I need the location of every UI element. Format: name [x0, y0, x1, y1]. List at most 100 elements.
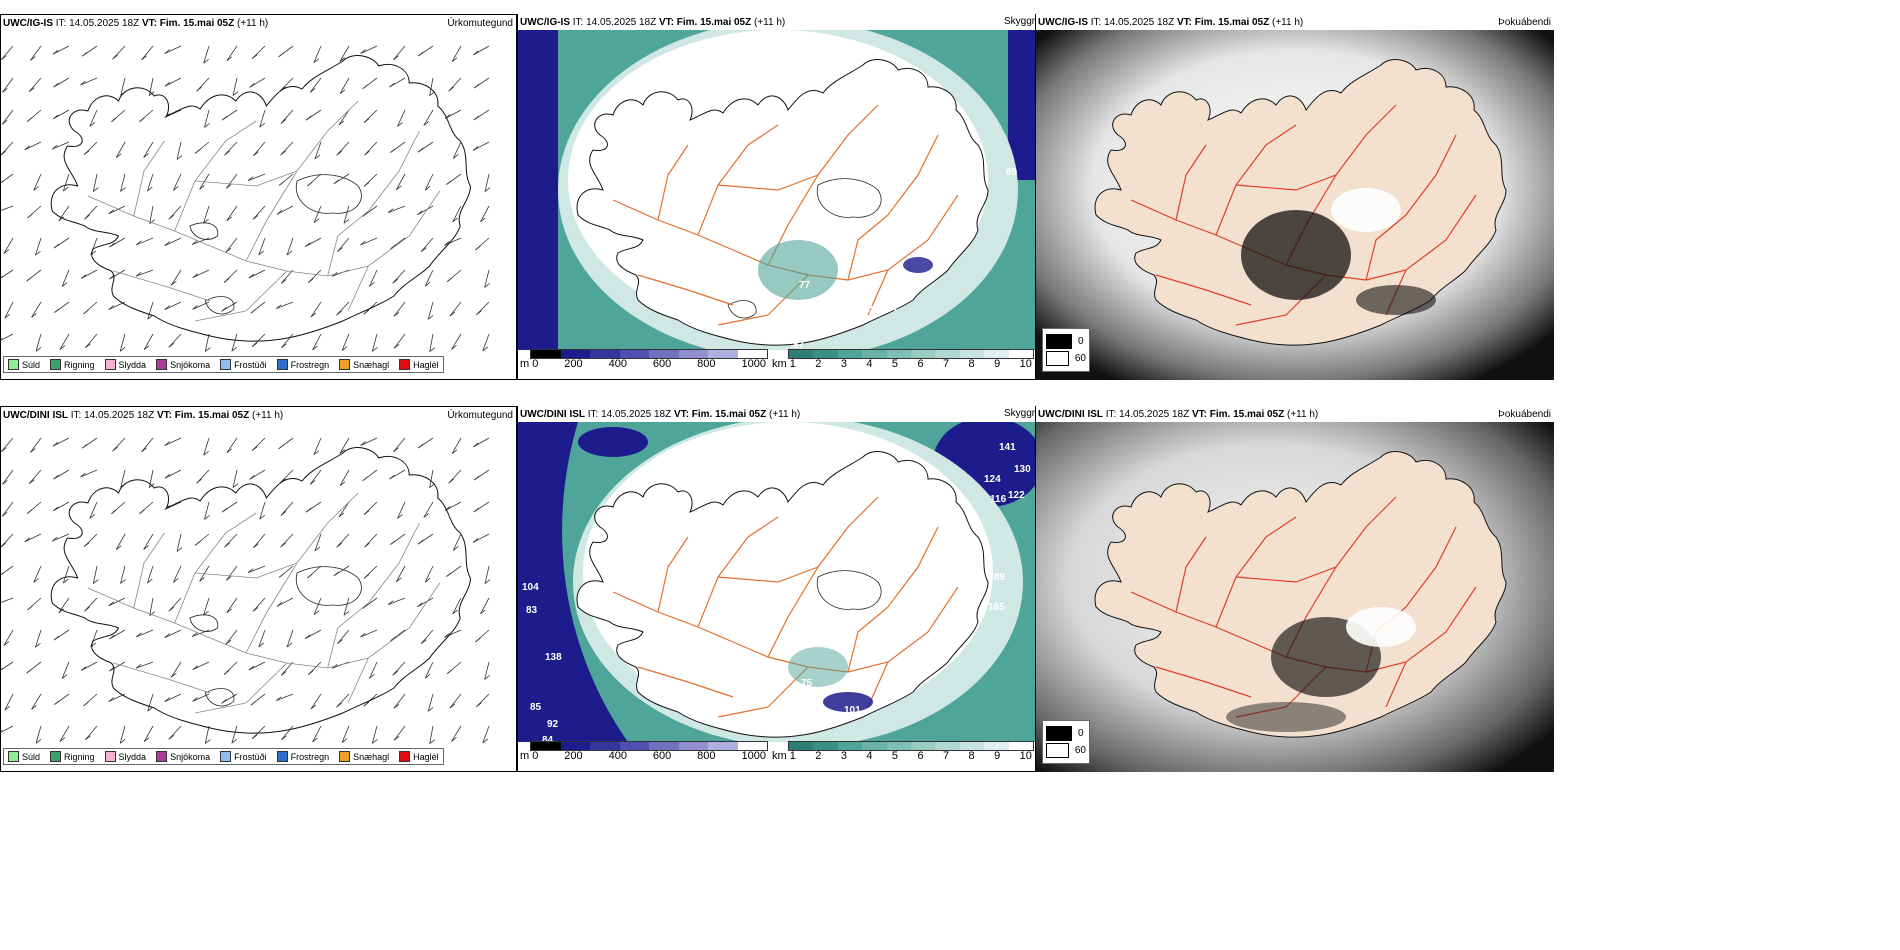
wind-barb-flag — [221, 307, 227, 312]
wind-barb-flag — [278, 52, 284, 58]
wind-barb-flag — [191, 240, 198, 245]
wind-barb-flag — [194, 541, 201, 546]
wind-barb-flag — [280, 671, 287, 676]
colorbar-tick: 7 — [943, 358, 950, 370]
wind-barb-flag — [147, 706, 153, 712]
wind-barb — [393, 333, 406, 349]
wind-barb — [146, 565, 154, 584]
wind-barb — [89, 109, 98, 127]
legend-swatch — [8, 751, 19, 762]
wind-barb — [28, 469, 42, 484]
wind-barb — [192, 661, 210, 671]
wind-barb-flag — [1, 275, 4, 279]
wind-barb-flag — [168, 734, 175, 740]
wind-barb — [259, 109, 266, 128]
legend-item: Slydda — [104, 751, 146, 762]
wind-barb-flag — [108, 305, 114, 310]
wind-barb-flag — [225, 576, 232, 581]
wind-barb-flag — [120, 579, 126, 584]
wind-barb — [192, 269, 210, 279]
wind-barb — [53, 501, 70, 512]
wind-barb-flag — [26, 276, 33, 282]
wind-barb — [232, 469, 238, 488]
colorbar-tick: 1000 — [741, 358, 766, 370]
wind-barb-flag — [312, 345, 318, 351]
wind-barb-flag — [164, 441, 170, 446]
wind-barb-flag — [476, 310, 482, 316]
wind-barb-flag — [147, 578, 153, 584]
wind-barb-flag — [89, 122, 96, 127]
precip-panel-row2: UWC/DINI ISL IT: 14.05.2025 18Z VT: Fim.… — [0, 406, 517, 772]
wind-barb — [452, 597, 462, 615]
wind-barb-flag — [389, 82, 395, 88]
wind-barb-flag — [226, 608, 232, 614]
wind-barb-flag — [120, 187, 126, 192]
wind-barb-flag — [93, 579, 99, 584]
visibility-panel-row2: UWC/DINI ISL IT: 14.05.2025 18Z VT: Fim.… — [517, 406, 1036, 772]
legend-item: Snjókoma — [156, 359, 210, 370]
wind-barb — [343, 205, 350, 224]
wind-barb — [360, 45, 378, 54]
wind-barb-flag — [276, 210, 283, 215]
wind-barb-flag — [26, 668, 33, 674]
visibility-value: 84 — [542, 735, 554, 746]
wind-barb-flag — [363, 182, 370, 187]
visibility-panel-row1: UWC/IG-IS IT: 14.05.2025 18Z VT: Fim. 15… — [517, 14, 1036, 380]
wind-barb — [305, 629, 322, 640]
visibility-value: 101 — [844, 705, 861, 716]
wind-barb — [33, 173, 42, 191]
wind-barb — [484, 661, 490, 680]
wind-barb-flag — [304, 634, 311, 639]
wind-barb-flag — [313, 610, 320, 615]
wind-barb-flag — [168, 342, 175, 348]
wind-barb — [1, 661, 14, 671]
wind-barb-flag — [314, 546, 321, 552]
wind-barb-flag — [80, 472, 86, 478]
wind-barb-flag — [472, 146, 479, 151]
panel-variable-label: Skyggni — [1004, 16, 1040, 27]
wind-barb-flag — [307, 278, 314, 284]
wind-barb — [192, 629, 210, 637]
legend-swatch — [339, 359, 351, 370]
wind-barb-flag — [164, 81, 171, 87]
wind-barb — [120, 565, 126, 584]
visibility-value: 124 — [984, 474, 1001, 485]
wind-barb-flag — [173, 577, 179, 583]
wind-barb — [164, 109, 182, 118]
wind-barb-flag — [31, 313, 37, 318]
wind-barb — [147, 693, 154, 712]
wind-barb — [258, 237, 266, 256]
wind-barb — [452, 205, 462, 223]
colorbar-tick: 600 — [652, 358, 672, 370]
wind-barb-flag — [278, 181, 285, 186]
wind-barb — [120, 77, 126, 96]
wind-barb — [1, 565, 14, 576]
wind-barb — [143, 333, 154, 350]
wind-barb — [286, 629, 294, 648]
legend-swatch — [8, 359, 19, 370]
legend-label: Rigning — [64, 751, 95, 762]
wind-barb-flag — [192, 273, 198, 278]
wind-barb — [259, 501, 266, 520]
wind-barb — [35, 725, 42, 744]
wind-barb-flag — [280, 119, 287, 124]
wind-barb — [281, 725, 294, 741]
wind-barb-flag — [83, 542, 90, 547]
wind-barb — [226, 597, 238, 614]
visibility-value: 89 — [994, 572, 1006, 583]
wind-barb-flag — [204, 515, 210, 520]
wind-barb — [388, 205, 406, 213]
wind-barb — [310, 301, 322, 318]
wind-barb-flag — [54, 308, 60, 313]
wind-barb — [135, 661, 154, 669]
wind-barb-flag — [53, 243, 60, 249]
wind-barb-flag — [221, 507, 228, 513]
visibility-value: 138 — [545, 652, 562, 663]
wind-barb — [120, 173, 126, 192]
wind-barb-flag — [360, 632, 366, 638]
wind-barb — [192, 301, 210, 310]
wind-barb — [397, 109, 406, 127]
wind-barb — [371, 333, 378, 352]
precip-legend: Súld Rigning Slydda Snjókoma Frostúði Frostre… — [3, 748, 444, 765]
visibility-map — [518, 30, 1035, 350]
